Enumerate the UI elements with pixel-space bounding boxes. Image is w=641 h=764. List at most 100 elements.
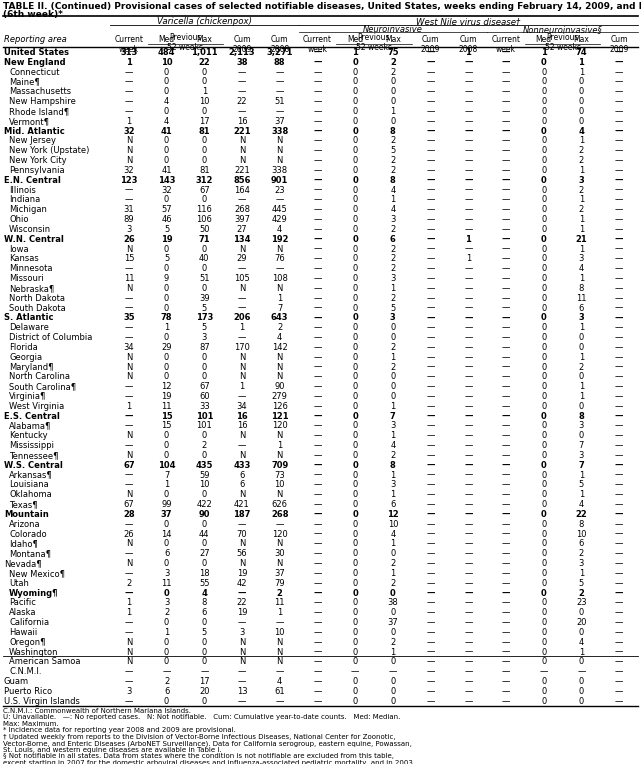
Text: 2: 2 [202,441,207,450]
Text: —: — [502,402,510,411]
Text: 0: 0 [390,687,395,696]
Text: —: — [615,254,623,264]
Text: 0: 0 [164,657,169,666]
Text: —: — [464,117,472,126]
Text: 1: 1 [126,58,132,66]
Text: —: — [502,372,510,381]
Text: 0: 0 [579,687,584,696]
Text: —: — [502,618,510,627]
Text: —: — [464,471,472,480]
Text: Wisconsin: Wisconsin [9,225,51,234]
Text: —: — [313,392,322,401]
Text: —: — [502,559,510,568]
Text: 1,011: 1,011 [191,48,217,57]
Text: 0: 0 [164,490,169,500]
Text: N: N [126,490,132,500]
Text: 4: 4 [277,677,282,686]
Text: 0: 0 [164,372,169,381]
Text: 0: 0 [390,87,395,96]
Text: —: — [351,667,360,676]
Text: 0: 0 [202,618,207,627]
Text: —: — [615,225,623,234]
Text: 0: 0 [541,127,547,136]
Text: Pacific: Pacific [9,598,36,607]
Text: 0: 0 [202,362,207,371]
Text: 8: 8 [579,284,584,293]
Text: —: — [464,697,472,706]
Text: 0: 0 [541,441,546,450]
Text: 8: 8 [579,412,585,421]
Text: —: — [615,382,623,391]
Text: —: — [615,608,623,617]
Text: —: — [313,254,322,264]
Text: 2: 2 [390,166,395,175]
Text: 0: 0 [353,569,358,578]
Text: —: — [502,500,510,509]
Text: —: — [426,176,435,185]
Text: —: — [464,323,472,332]
Text: —: — [615,402,623,411]
Text: 4: 4 [578,127,585,136]
Text: U.S. Virgin Islands: U.S. Virgin Islands [4,697,80,706]
Text: —: — [615,520,623,529]
Text: —: — [464,58,472,66]
Text: 0: 0 [353,588,358,597]
Text: —: — [238,87,246,96]
Text: 0: 0 [541,196,546,205]
Text: 0: 0 [353,215,358,224]
Text: —: — [502,481,510,490]
Text: 0: 0 [202,697,207,706]
Text: —: — [615,657,623,666]
Text: 67: 67 [199,186,210,195]
Text: 1: 1 [390,490,395,500]
Text: 1: 1 [579,215,584,224]
Text: —: — [464,313,472,322]
Text: N: N [276,362,283,371]
Text: Wyoming¶: Wyoming¶ [9,588,58,597]
Text: —: — [615,196,623,205]
Text: —: — [388,667,397,676]
Text: 2: 2 [579,549,584,558]
Text: N: N [276,648,283,656]
Text: —: — [426,333,435,342]
Text: —: — [464,628,472,637]
Text: E.N. Central: E.N. Central [4,176,61,185]
Text: N: N [126,137,132,145]
Text: —: — [464,598,472,607]
Text: 0: 0 [541,323,546,332]
Text: —: — [313,353,322,361]
Text: 0: 0 [541,58,547,66]
Text: 0: 0 [353,58,358,66]
Text: 1: 1 [277,441,282,450]
Text: 221: 221 [233,127,251,136]
Text: Mississippi: Mississippi [9,441,54,450]
Text: 134: 134 [233,235,251,244]
Text: 1: 1 [239,382,245,391]
Text: —: — [313,608,322,617]
Text: Cum
2009: Cum 2009 [421,35,440,54]
Text: 0: 0 [541,382,546,391]
Text: —: — [502,451,510,460]
Text: U: Unavailable.   —: No reported cases.   N: Not notifiable.   Cum: Cumulative y: U: Unavailable. —: No reported cases. N:… [3,714,405,720]
Text: —: — [615,333,623,342]
Text: —: — [615,500,623,509]
Text: 1: 1 [126,608,131,617]
Text: 56: 56 [237,549,247,558]
Text: 10: 10 [199,481,210,490]
Text: 5: 5 [579,579,584,588]
Text: 173: 173 [196,313,213,322]
Text: 1: 1 [390,471,395,480]
Text: —: — [124,333,133,342]
Text: 105: 105 [234,274,250,283]
Text: —: — [313,215,322,224]
Text: E.S. Central: E.S. Central [4,412,60,421]
Text: —: — [124,68,133,76]
Text: 1: 1 [164,323,169,332]
Text: 90: 90 [199,510,210,519]
Text: 0: 0 [353,235,358,244]
Text: 0: 0 [541,353,546,361]
Text: Michigan: Michigan [9,206,47,214]
Text: 0: 0 [390,677,395,686]
Text: 15: 15 [124,254,134,264]
Text: 27: 27 [199,549,210,558]
